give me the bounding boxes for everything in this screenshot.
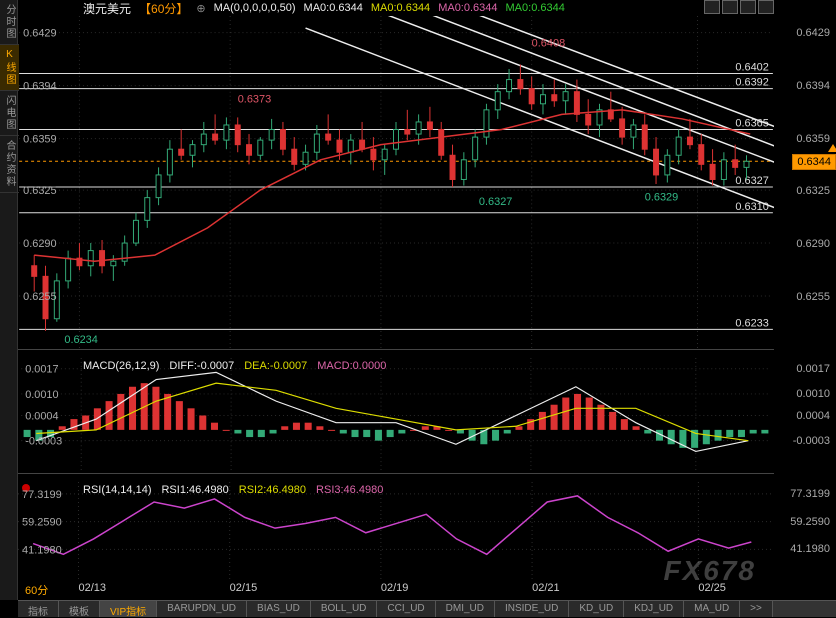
bottom-tab-2[interactable]: VIP指标 — [100, 601, 157, 617]
svg-text:0.6327: 0.6327 — [479, 196, 513, 208]
macd-tick: 0.0010 — [796, 388, 830, 400]
bottom-tab-9[interactable]: KD_UD — [569, 601, 624, 617]
macd-tick: -0.0003 — [793, 435, 830, 447]
tool-icon-4[interactable] — [758, 0, 774, 14]
bottom-tab-4[interactable]: BIAS_UD — [247, 601, 311, 617]
y-tick: 0.6255 — [796, 291, 830, 303]
x-tick: 02/15 — [230, 582, 258, 594]
x-tick: 02/19 — [381, 582, 409, 594]
ma-val-3: MA0:0.6344 — [438, 2, 497, 14]
macd-tick: 0.0004 — [796, 410, 830, 422]
bottom-tab-8[interactable]: INSIDE_UD — [495, 601, 569, 617]
bottom-tab-3[interactable]: BARUPDN_UD — [157, 601, 247, 617]
y-tick: 0.6325 — [796, 185, 830, 197]
svg-text:41.1980: 41.1980 — [22, 544, 62, 556]
x-axis: 02/1302/1502/1902/2102/25 — [18, 582, 774, 600]
current-price-marker: 0.6344 — [792, 154, 836, 170]
rsi2: RSI2:46.4980 — [239, 484, 306, 496]
refresh-icon[interactable]: ⊕ — [196, 2, 205, 15]
svg-text:0.6234: 0.6234 — [64, 334, 98, 346]
rsi-label: RSI(14,14,14) — [83, 484, 151, 496]
ma-val-2: MA0:0.6344 — [371, 2, 430, 14]
svg-text:0.6310: 0.6310 — [735, 201, 769, 213]
svg-text:77.3199: 77.3199 — [22, 489, 62, 501]
svg-text:0.6233: 0.6233 — [735, 317, 769, 329]
rsi-tick: 59.2590 — [790, 516, 830, 528]
svg-text:0.0004: 0.0004 — [25, 410, 58, 422]
svg-text:0.6365: 0.6365 — [735, 118, 769, 130]
svg-text:0.6373: 0.6373 — [238, 93, 272, 105]
svg-text:0.0017: 0.0017 — [25, 364, 58, 376]
main-chart[interactable]: 0.6402 0.6392 0.6365 0.6327 0.6310 0.6233 0.63… — [18, 16, 774, 350]
svg-text:0.6329: 0.6329 — [645, 192, 679, 204]
ma-val-1: MA0:0.6344 — [304, 2, 363, 14]
rsi1: RSI1:46.4980 — [161, 484, 228, 496]
bottom-tab-bar: 指标模板VIP指标BARUPDN_UDBIAS_UDBOLL_UDCCI_UDD… — [18, 600, 836, 617]
price-arrow-icon — [828, 144, 836, 152]
macd-val: MACD:0.0000 — [317, 360, 386, 372]
svg-text:59.2590: 59.2590 — [22, 517, 62, 529]
macd-dea: DEA:-0.0007 — [244, 360, 307, 372]
svg-text:0.6325: 0.6325 — [23, 185, 57, 197]
macd-svg: 0.0017 0.0010 0.0004 -0.0003 — [18, 358, 774, 473]
y-tick: 0.6359 — [796, 133, 830, 145]
y-tick: 0.6394 — [796, 80, 830, 92]
pair-name: 澳元美元 — [83, 0, 131, 17]
top-toolbar-icons — [704, 0, 774, 14]
svg-text:0.6359: 0.6359 — [23, 134, 57, 146]
x-tick: 02/13 — [78, 582, 106, 594]
rsi-tick: 41.1980 — [790, 543, 830, 555]
macd-panel[interactable]: 0.0017 0.0010 0.0004 -0.0003 MACD(26,12,9) … — [18, 358, 774, 474]
ma-header: MA(0,0,0,0,0,50) — [214, 2, 296, 14]
x-tick: 02/21 — [532, 582, 560, 594]
tool-icon-1[interactable] — [704, 0, 720, 14]
macd-label: MACD(26,12,9) — [83, 360, 159, 372]
tool-icon-3[interactable] — [740, 0, 756, 14]
left-tab-2[interactable]: 闪电图 — [0, 91, 19, 136]
svg-text:0.6255: 0.6255 — [23, 291, 57, 303]
left-tab-3[interactable]: 合约资料 — [0, 136, 19, 193]
left-tab-0[interactable]: 分时图 — [0, 0, 19, 45]
left-tab-1[interactable]: K线图 — [0, 45, 19, 91]
y-tick: 0.6290 — [796, 238, 830, 250]
svg-text:0.0010: 0.0010 — [25, 389, 58, 401]
main-chart-svg: 0.6402 0.6392 0.6365 0.6327 0.6310 0.6233 0.63… — [18, 16, 774, 349]
rsi-panel[interactable]: 77.3199 59.2590 41.1980 RSI(14,14,14) RSI1… — [18, 482, 774, 582]
rsi-svg: 77.3199 59.2590 41.1980 — [18, 482, 774, 582]
bottom-tab-10[interactable]: KDJ_UD — [624, 601, 684, 617]
bottom-tab-11[interactable]: MA_UD — [684, 601, 740, 617]
svg-text:0.6408: 0.6408 — [532, 37, 566, 49]
bottom-tab-0[interactable]: 指标 — [18, 601, 59, 617]
bottom-tab-12[interactable]: >> — [740, 601, 773, 617]
main-right-axis: 0.6429 0.6394 0.6359 0.6325 0.6290 0.6255 0.63… — [774, 16, 836, 350]
bottom-tab-5[interactable]: BOLL_UD — [311, 601, 378, 617]
ma-val-4: MA0:0.6344 — [506, 2, 565, 14]
svg-text:0.6290: 0.6290 — [23, 238, 57, 250]
bottom-tab-7[interactable]: DMI_UD — [436, 601, 495, 617]
tool-icon-2[interactable] — [722, 0, 738, 14]
svg-text:0.6394: 0.6394 — [23, 81, 57, 93]
macd-tick: 0.0017 — [796, 363, 830, 375]
macd-diff: DIFF:-0.0007 — [169, 360, 234, 372]
timeframe-label: 【60分】 — [139, 0, 188, 17]
y-tick: 0.6429 — [796, 27, 830, 39]
bottom-tab-1[interactable]: 模板 — [59, 601, 100, 617]
svg-text:0.6429: 0.6429 — [23, 28, 57, 40]
bottom-tab-6[interactable]: CCI_UD — [377, 601, 435, 617]
rsi-tick: 77.3199 — [790, 488, 830, 500]
watermark: FX678 — [664, 555, 757, 587]
macd-right-axis: 0.0017 0.0010 0.0004 -0.0003 — [774, 358, 836, 474]
svg-text:-0.0003: -0.0003 — [25, 436, 62, 448]
svg-text:0.6392: 0.6392 — [735, 77, 769, 89]
macd-header: MACD(26,12,9) DIFF:-0.0007 DEA:-0.0007 M… — [83, 360, 386, 372]
svg-text:0.6402: 0.6402 — [735, 62, 769, 74]
svg-text:0.6327: 0.6327 — [735, 175, 769, 187]
rsi-right-axis: 77.3199 59.2590 41.1980 — [774, 482, 836, 582]
rsi3: RSI3:46.4980 — [316, 484, 383, 496]
left-tab-bar: 分时图K线图闪电图合约资料 — [0, 0, 18, 600]
rsi-header: RSI(14,14,14) RSI1:46.4980 RSI2:46.4980 … — [83, 484, 383, 496]
